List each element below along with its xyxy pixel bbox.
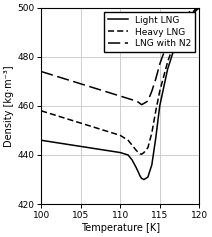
Light LNG: [135, 166, 137, 169]
Light LNG: [155, 136, 157, 139]
Heavy LNG: [198, 6, 201, 9]
X-axis label: Temperature [K]: Temperature [K]: [81, 223, 160, 233]
Light LNG: [151, 163, 153, 166]
Light LNG: [64, 142, 66, 145]
Light LNG: [140, 177, 143, 180]
Heavy LNG: [139, 152, 141, 155]
LNG with N2: [139, 102, 141, 105]
LNG with N2: [135, 100, 137, 102]
Heavy LNG: [71, 119, 74, 122]
LNG with N2: [111, 92, 114, 95]
LNG with N2: [95, 87, 98, 90]
LNG with N2: [119, 95, 121, 97]
Heavy LNG: [155, 109, 157, 112]
Light LNG: [137, 171, 140, 174]
Heavy LNG: [166, 60, 169, 63]
Heavy LNG: [40, 109, 42, 112]
Light LNG: [80, 145, 82, 148]
LNG with N2: [155, 77, 157, 80]
Light LNG: [131, 159, 133, 161]
Heavy LNG: [95, 127, 98, 129]
LNG with N2: [137, 101, 140, 104]
LNG with N2: [166, 41, 169, 43]
Heavy LNG: [56, 114, 58, 117]
Heavy LNG: [111, 132, 114, 134]
LNG with N2: [127, 97, 129, 100]
Heavy LNG: [174, 38, 177, 41]
Light LNG: [198, 6, 201, 9]
Heavy LNG: [64, 117, 66, 120]
LNG with N2: [147, 100, 149, 102]
Heavy LNG: [87, 124, 90, 127]
LNG with N2: [87, 85, 90, 88]
Light LNG: [56, 141, 58, 144]
Heavy LNG: [127, 139, 129, 142]
Legend: Light LNG, Heavy LNG, LNG with N2: Light LNG, Heavy LNG, LNG with N2: [104, 12, 195, 52]
Heavy LNG: [147, 146, 149, 149]
Light LNG: [139, 174, 141, 177]
LNG with N2: [56, 75, 58, 78]
LNG with N2: [80, 82, 82, 85]
Heavy LNG: [143, 151, 145, 154]
Heavy LNG: [137, 151, 140, 154]
Light LNG: [103, 149, 106, 151]
Heavy LNG: [119, 134, 121, 137]
Light LNG: [48, 140, 50, 143]
Light LNG: [111, 150, 114, 153]
Light LNG: [182, 28, 185, 31]
Light LNG: [174, 43, 177, 46]
LNG with N2: [64, 77, 66, 80]
LNG with N2: [151, 90, 153, 93]
Light LNG: [143, 178, 145, 181]
Heavy LNG: [190, 11, 193, 14]
LNG with N2: [140, 103, 143, 106]
Heavy LNG: [151, 132, 153, 134]
Heavy LNG: [103, 129, 106, 132]
LNG with N2: [182, 16, 185, 19]
Light LNG: [71, 144, 74, 147]
Heavy LNG: [158, 90, 161, 93]
LNG with N2: [48, 73, 50, 75]
Light LNG: [87, 146, 90, 149]
Line: Heavy LNG: Heavy LNG: [41, 8, 199, 154]
LNG with N2: [190, 9, 193, 12]
Heavy LNG: [140, 153, 143, 156]
Light LNG: [190, 14, 193, 16]
Y-axis label: Density [kg·m⁻³]: Density [kg·m⁻³]: [4, 65, 14, 147]
Light LNG: [119, 151, 121, 154]
Line: LNG with N2: LNG with N2: [41, 8, 199, 105]
LNG with N2: [198, 6, 201, 9]
Light LNG: [147, 176, 149, 178]
Heavy LNG: [80, 122, 82, 124]
Light LNG: [40, 139, 42, 142]
Light LNG: [123, 152, 126, 155]
Light LNG: [127, 154, 129, 156]
LNG with N2: [143, 102, 145, 105]
Light LNG: [95, 147, 98, 150]
LNG with N2: [158, 63, 161, 66]
Heavy LNG: [182, 23, 185, 26]
LNG with N2: [131, 98, 133, 101]
Light LNG: [166, 68, 169, 70]
Heavy LNG: [123, 136, 126, 139]
LNG with N2: [174, 26, 177, 29]
Light LNG: [158, 105, 161, 107]
LNG with N2: [40, 70, 42, 73]
LNG with N2: [71, 80, 74, 83]
Heavy LNG: [48, 112, 50, 115]
Heavy LNG: [135, 149, 137, 151]
LNG with N2: [123, 96, 126, 99]
Heavy LNG: [131, 144, 133, 147]
LNG with N2: [103, 90, 106, 93]
Line: Light LNG: Light LNG: [41, 8, 199, 180]
